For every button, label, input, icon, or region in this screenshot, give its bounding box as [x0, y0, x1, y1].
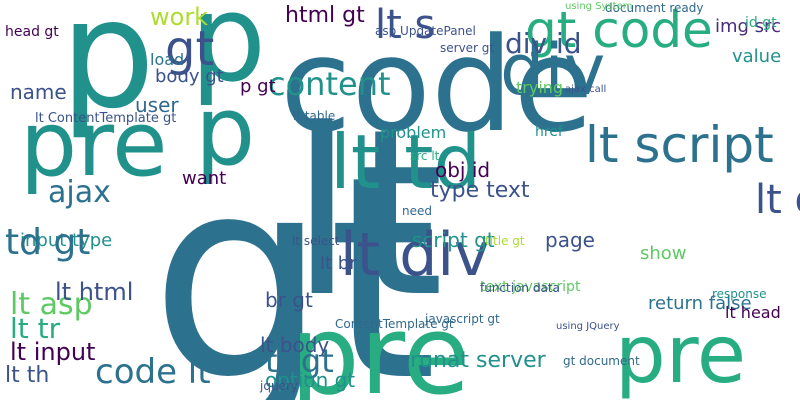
cloud-word: trying: [516, 78, 564, 97]
cloud-word: p: [190, 0, 267, 109]
cloud-word: lt asp: [10, 287, 93, 322]
cloud-word: page: [545, 228, 595, 252]
cloud-word: value: [732, 46, 782, 67]
cloud-word: work: [150, 3, 209, 31]
cloud-word: lt table: [293, 109, 336, 123]
cloud-word: load: [150, 50, 185, 69]
cloud-word: function data: [480, 281, 560, 295]
cloud-word: text javascript: [480, 279, 581, 295]
cloud-word: p: [60, 0, 156, 142]
cloud-word: using System: [565, 1, 633, 12]
cloud-word: ajax: [48, 175, 111, 210]
cloud-word: lt option: [755, 177, 800, 223]
cloud-word: lt head: [725, 303, 781, 322]
cloud-word: div: [500, 29, 606, 111]
cloud-word: code: [280, 9, 594, 161]
cloud-word: title gt: [485, 234, 525, 248]
cloud-word: tr gt: [265, 342, 334, 380]
cloud-word: pre: [290, 291, 471, 400]
cloud-word: name: [10, 80, 67, 104]
cloud-word: td gt: [5, 222, 91, 263]
cloud-word: need: [402, 204, 432, 218]
cloud-word: input type: [20, 230, 113, 251]
cloud-word: lt: [290, 81, 445, 348]
cloud-word: lt ContentTemplate gt: [35, 111, 177, 126]
cloud-word: html gt: [285, 3, 365, 28]
cloud-word: lt script: [585, 116, 774, 174]
cloud-word: pre: [20, 92, 168, 197]
cloud-word: lt br: [320, 253, 357, 274]
cloud-word: asp UpdatePanel: [375, 24, 476, 38]
cloud-word: pre: [615, 308, 747, 400]
cloud-word: code lt: [95, 352, 211, 392]
cloud-word: script gt: [412, 228, 495, 252]
cloud-word: document ready: [605, 1, 704, 15]
cloud-word: gt document: [563, 354, 640, 368]
cloud-word: div id: [505, 27, 582, 60]
cloud-word: lt tr: [10, 312, 61, 345]
cloud-word: jquery: [260, 379, 298, 393]
cloud-word: href: [535, 124, 563, 140]
cloud-word: p gt: [240, 76, 276, 97]
cloud-word: type text: [430, 178, 530, 203]
cloud-word: server gt: [440, 41, 495, 55]
cloud-word: lt th: [5, 363, 50, 388]
cloud-word: gt code: [525, 1, 713, 59]
cloud-word: id gt: [745, 15, 777, 31]
cloud-word: ContentTemplate gt: [335, 317, 454, 331]
cloud-word: lt select: [292, 234, 340, 248]
cloud-word: img src: [715, 16, 781, 37]
cloud-word: response: [712, 287, 767, 301]
cloud-word: lt html: [55, 278, 134, 306]
cloud-word: javascript gt: [425, 312, 500, 326]
cloud-word: gt: [165, 21, 215, 77]
cloud-word: problem: [380, 123, 447, 142]
cloud-word: show: [640, 243, 687, 264]
cloud-word: using JQuery: [556, 321, 620, 332]
cloud-word: lt td: [330, 118, 482, 206]
cloud-word: user: [135, 93, 179, 117]
cloud-word: content: [268, 65, 391, 103]
cloud-word: lt s: [375, 2, 436, 48]
cloud-word: body gt: [155, 66, 224, 87]
cloud-word: runat server: [410, 348, 546, 373]
cloud-word: src lt: [410, 149, 440, 163]
cloud-word: lt input: [10, 338, 96, 366]
cloud-word: return false: [648, 293, 752, 314]
cloud-word: lt body: [260, 333, 330, 357]
cloud-word: p: [195, 77, 256, 187]
cloud-word: obj id: [435, 158, 491, 182]
cloud-word: br gt: [265, 288, 313, 312]
cloud-word: ajax call: [565, 84, 607, 95]
cloud-word: option gt: [265, 368, 356, 392]
cloud-word: head gt: [5, 24, 59, 40]
cloud-word: want: [182, 168, 227, 189]
cloud-word: lt div: [340, 220, 490, 290]
cloud-word: gt: [150, 117, 438, 400]
